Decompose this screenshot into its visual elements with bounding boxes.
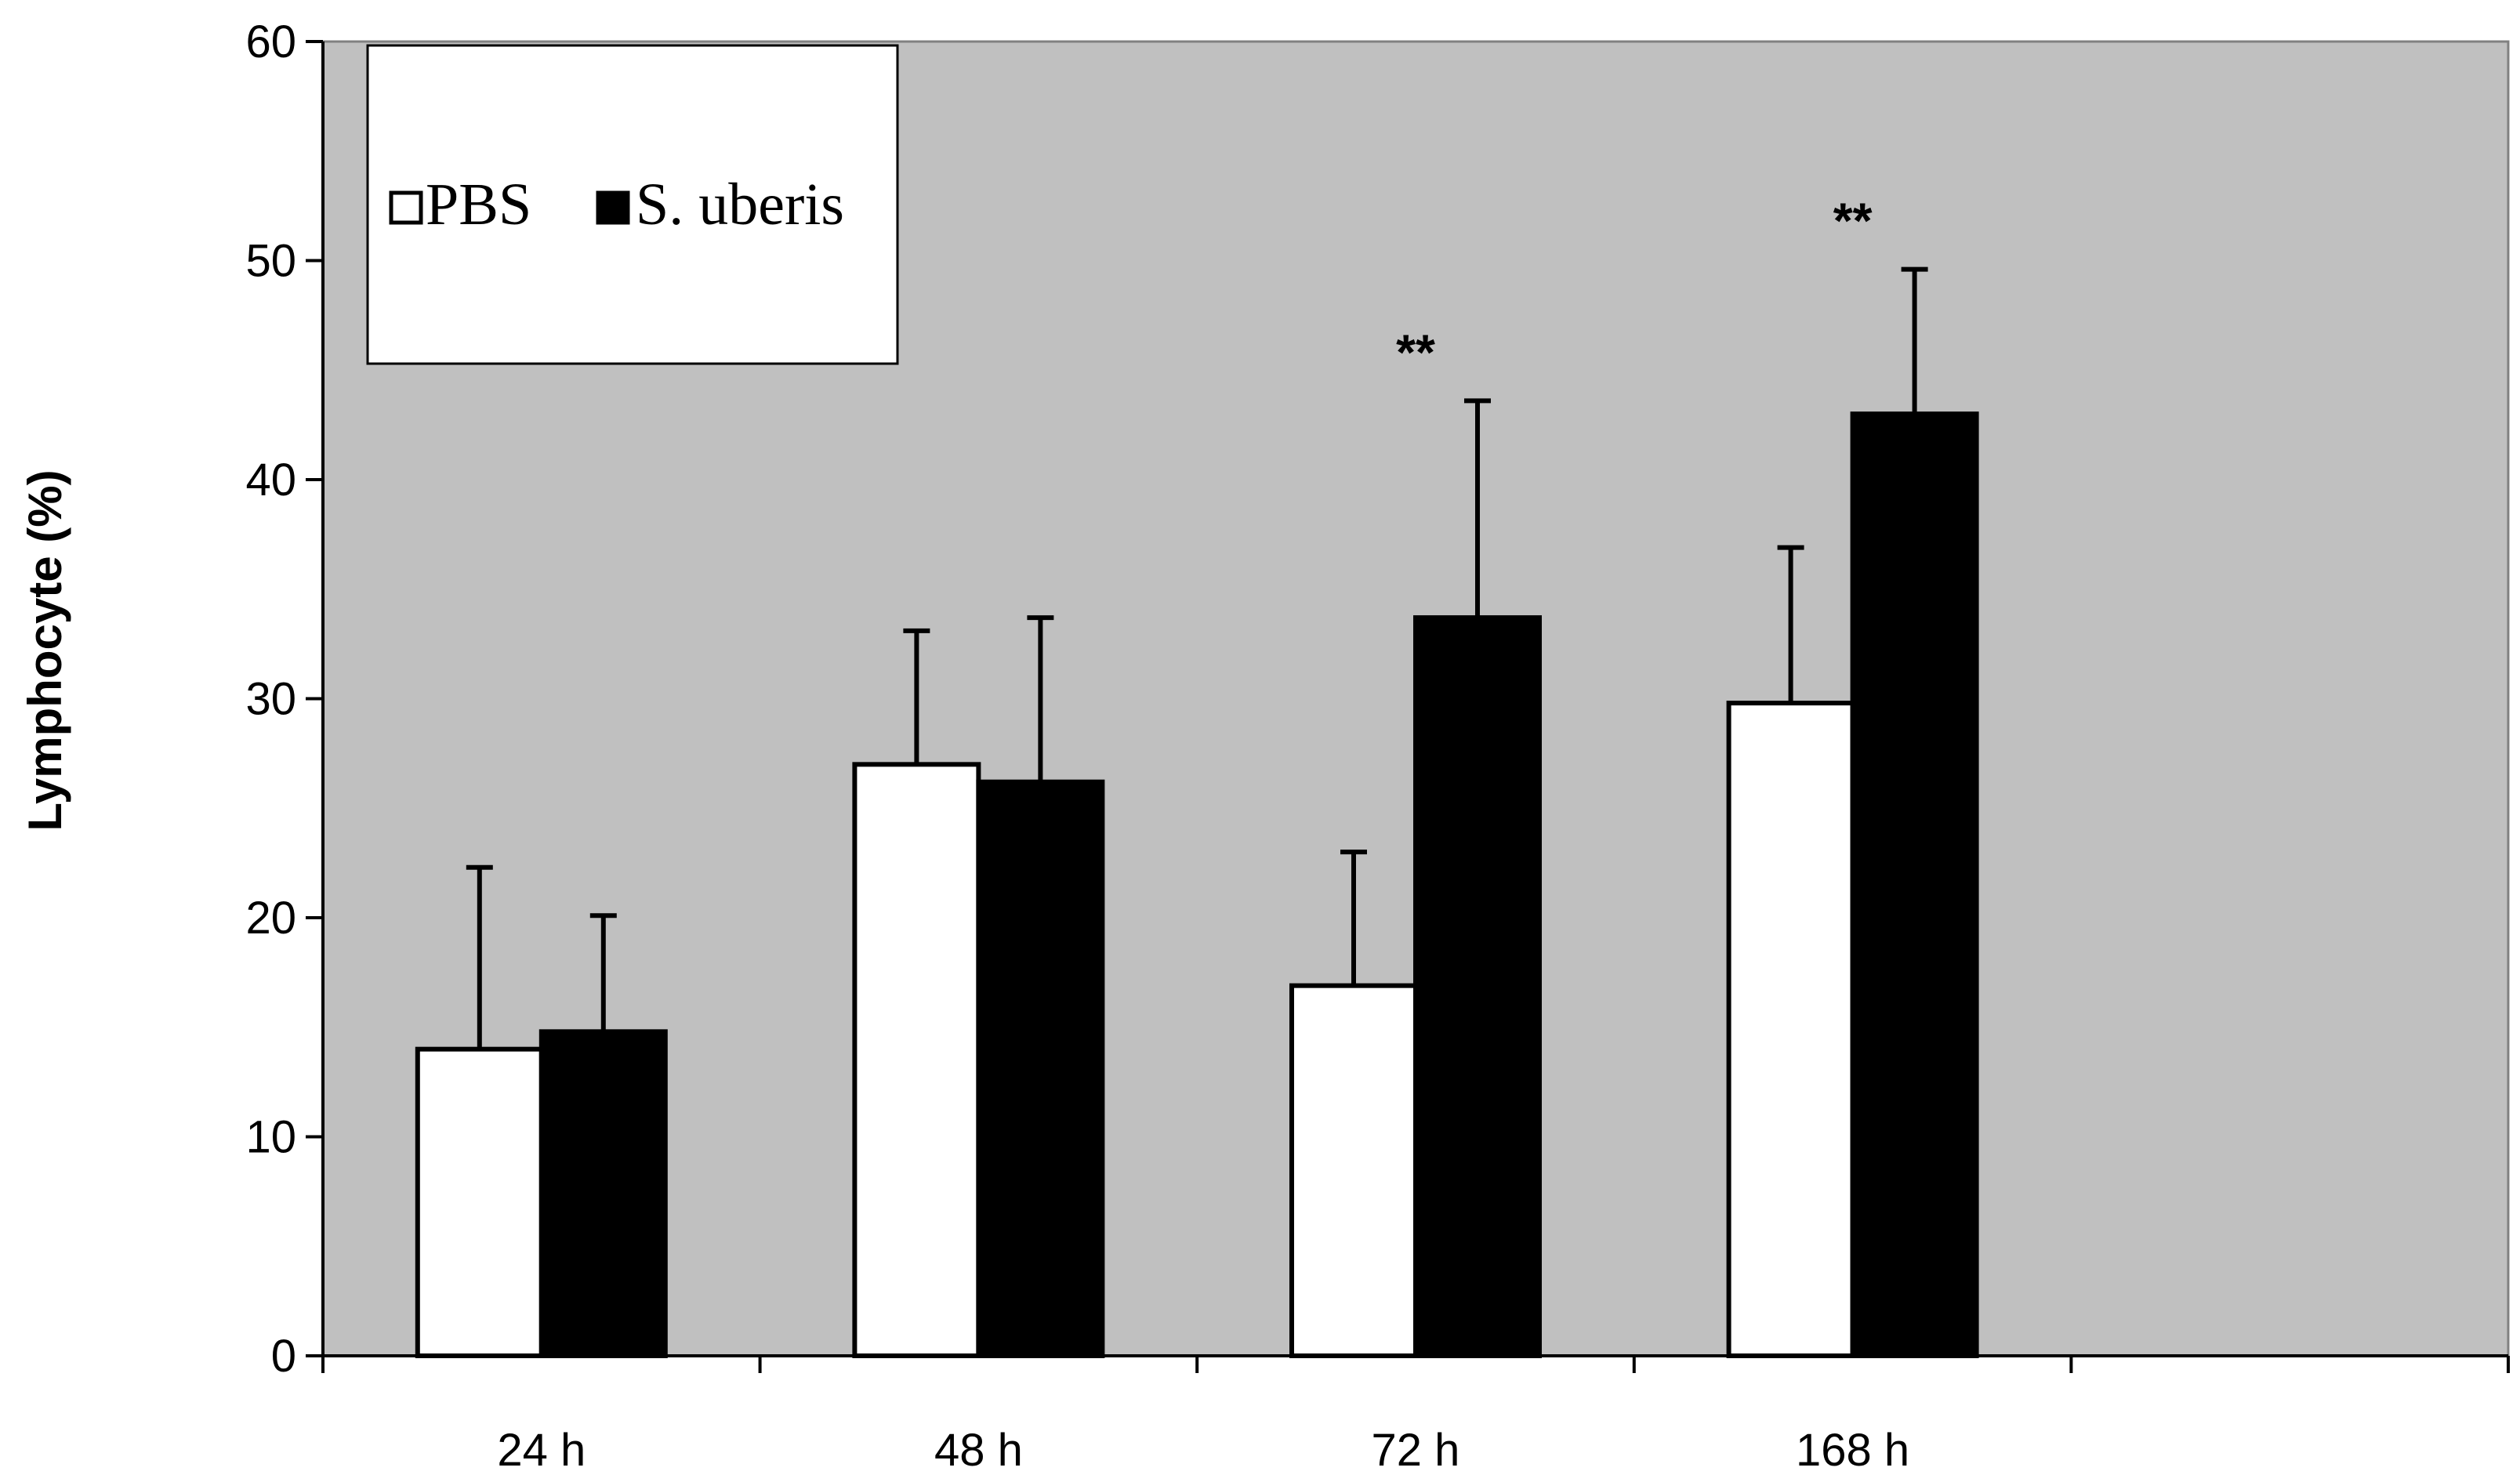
bar-pbs-72-h bbox=[1289, 983, 1418, 1359]
y-tick-label-40: 40 bbox=[245, 455, 296, 505]
significance-annotations: ** ** bbox=[1396, 193, 1873, 381]
y-tick-label-60: 60 bbox=[245, 16, 296, 67]
y-tick-label-30: 30 bbox=[245, 674, 296, 725]
bar-pbs-24-h bbox=[415, 1046, 544, 1358]
y-tick-label-0: 0 bbox=[271, 1331, 296, 1382]
y-tick-label-20: 20 bbox=[245, 893, 296, 944]
x-tick-label-72-h: 72 h bbox=[1372, 1425, 1460, 1476]
x-axis: 24 h 48 h 72 h 168 h bbox=[321, 1354, 2510, 1476]
bars-layer bbox=[415, 411, 1979, 1359]
legend-swatch-s-uberis bbox=[596, 190, 630, 225]
bar-s-uberis-168-h bbox=[1850, 411, 1979, 1358]
y-tick-label-10: 10 bbox=[245, 1112, 296, 1163]
legend: PBS S. uberis bbox=[366, 44, 899, 365]
bar-pbs-48-h bbox=[852, 762, 981, 1358]
bar-s-uberis-72-h bbox=[1413, 615, 1542, 1358]
y-axis: 0 10 20 30 40 50 60 bbox=[245, 16, 325, 1382]
y-tick-label-50: 50 bbox=[245, 236, 296, 287]
legend-label-pbs: PBS bbox=[426, 172, 531, 237]
legend-box bbox=[366, 44, 899, 365]
legend-label-s-uberis: S. uberis bbox=[636, 172, 844, 237]
legend-swatch-pbs bbox=[389, 190, 423, 225]
x-tick-label-48-h: 48 h bbox=[934, 1425, 1023, 1476]
x-tick-label-168-h: 168 h bbox=[1796, 1425, 1909, 1476]
bar-pbs-168-h bbox=[1726, 701, 1855, 1358]
y-axis-title: Lymphocyte (%) bbox=[19, 469, 71, 831]
significance-72-h: ** bbox=[1396, 324, 1435, 380]
x-tick-label-24-h: 24 h bbox=[497, 1425, 586, 1476]
significance-168-h: ** bbox=[1833, 193, 1873, 249]
y-ticks: 0 10 20 30 40 50 60 bbox=[245, 16, 323, 1382]
error-bars-layer bbox=[466, 266, 1928, 1049]
bar-s-uberis-24-h bbox=[538, 1029, 668, 1358]
x-ticks: 24 h 48 h 72 h 168 h bbox=[321, 1356, 2510, 1476]
bar-s-uberis-48-h bbox=[976, 779, 1105, 1358]
